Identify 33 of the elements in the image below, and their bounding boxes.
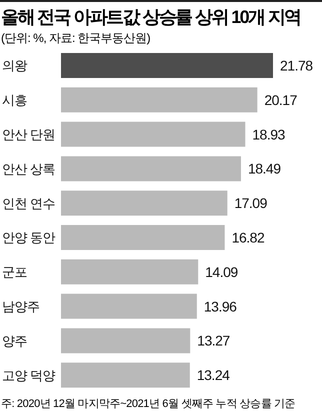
chart-title: 올해 전국 아파트값 상승률 상위 10개 지역 [1, 6, 302, 29]
data-label: 13.96 [204, 298, 238, 314]
data-label: 14.09 [205, 264, 238, 280]
y-tick-label: 시흥 [2, 92, 28, 108]
bar [61, 259, 198, 284]
data-label: 16.82 [232, 229, 265, 246]
bar [61, 190, 228, 216]
bar [61, 53, 273, 78]
chart-subtitle: (단위: %, 자료: 한국부동산원) [1, 30, 152, 47]
bar [61, 328, 190, 354]
bar [61, 294, 197, 319]
text: 주: 2020년 12월 마지막주~2021년 6월 셋째주 누적 상승률 기준 [1, 397, 296, 411]
y-tick-label: 인천 연수 [2, 196, 56, 211]
data-label: 18.49 [248, 160, 282, 177]
y-tick-label: 안산 상록 [2, 161, 56, 176]
y-tick-label: 의왕 [2, 58, 28, 74]
bar [61, 87, 258, 112]
y-tick-label: 남양주 [2, 299, 40, 314]
data-label: 13.27 [197, 332, 230, 349]
bar [61, 122, 246, 147]
data-label: 17.09 [234, 195, 268, 212]
bar [61, 362, 190, 388]
data-label: 21.78 [280, 57, 314, 74]
y-tick-label: 안양 동안 [2, 230, 56, 246]
data-label: 13.24 [196, 367, 230, 384]
bar [61, 156, 241, 182]
data-label: 18.93 [252, 126, 286, 142]
y-tick-label: 군포 [2, 264, 28, 280]
y-tick-label: 양주 [2, 333, 28, 348]
bar [61, 225, 225, 250]
y-tick-label: 고양 덕양 [2, 368, 56, 383]
data-label: 20.17 [264, 92, 298, 108]
y-tick-label: 안산 단원 [2, 127, 56, 142]
